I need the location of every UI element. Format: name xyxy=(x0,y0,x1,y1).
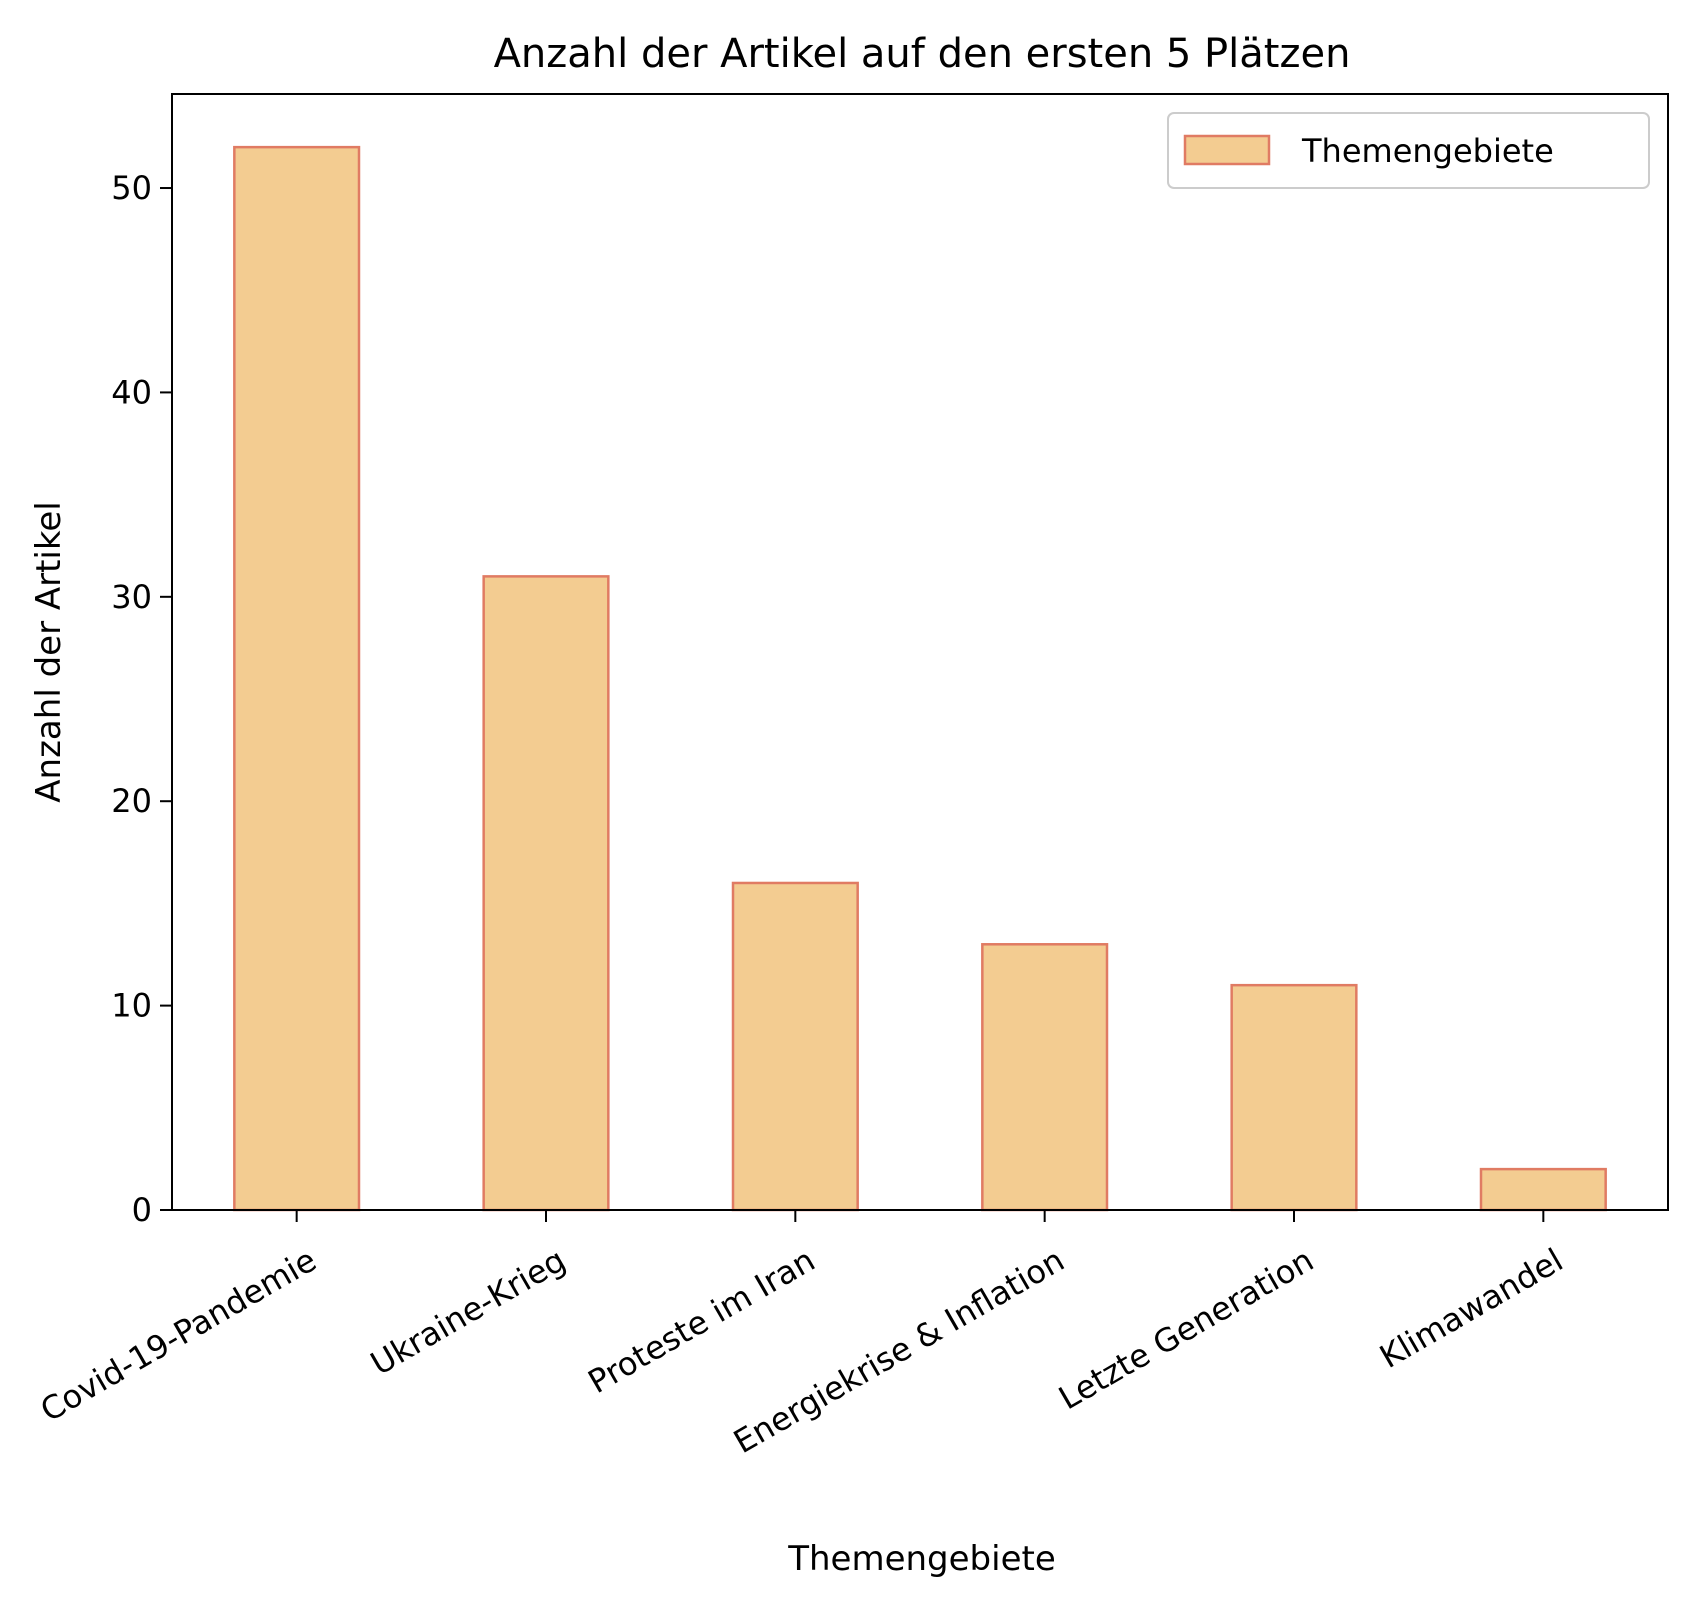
legend-label: Themengebiete xyxy=(1301,132,1554,170)
x-axis-label: Themengebiete xyxy=(787,1539,1056,1579)
legend-swatch xyxy=(1183,134,1271,166)
y-tick-label-2: 20 xyxy=(111,782,152,820)
x-tick-label-2: Proteste im Iran xyxy=(582,1241,822,1401)
x-tick-label-4: Letzte Generation xyxy=(1052,1241,1320,1418)
x-tick-label-0: Covid-19-Pandemie xyxy=(34,1241,323,1430)
x-tick-label-1: Ukraine-Krieg xyxy=(364,1241,572,1383)
y-tick-label-3: 30 xyxy=(111,578,152,616)
y-axis: 0 10 20 30 40 50 xyxy=(111,169,172,1229)
bar-2 xyxy=(731,881,859,1212)
y-tick-label-5: 50 xyxy=(111,169,152,207)
bar-3 xyxy=(981,943,1109,1212)
y-tick-label-0: 0 xyxy=(132,1191,152,1229)
plot-frame xyxy=(171,93,1669,1211)
legend-frame xyxy=(1167,112,1650,189)
x-axis: Covid-19-Pandemie Ukraine-Krieg Proteste i… xyxy=(34,1210,1569,1461)
bar-0 xyxy=(233,145,361,1212)
bar-5 xyxy=(1479,1167,1607,1212)
y-axis-label: Anzahl der Artikel xyxy=(29,501,69,802)
y-tick-label-4: 40 xyxy=(111,373,152,411)
bar-1 xyxy=(482,575,610,1212)
bar-4 xyxy=(1230,983,1358,1212)
x-tick-label-5: Klimawandel xyxy=(1373,1241,1569,1376)
bars-group xyxy=(233,145,1607,1212)
chart-title: Anzahl der Artikel auf den ersten 5 Plät… xyxy=(494,31,1351,77)
legend: Themengebiete xyxy=(1167,112,1650,189)
y-tick-label-1: 10 xyxy=(111,987,152,1025)
